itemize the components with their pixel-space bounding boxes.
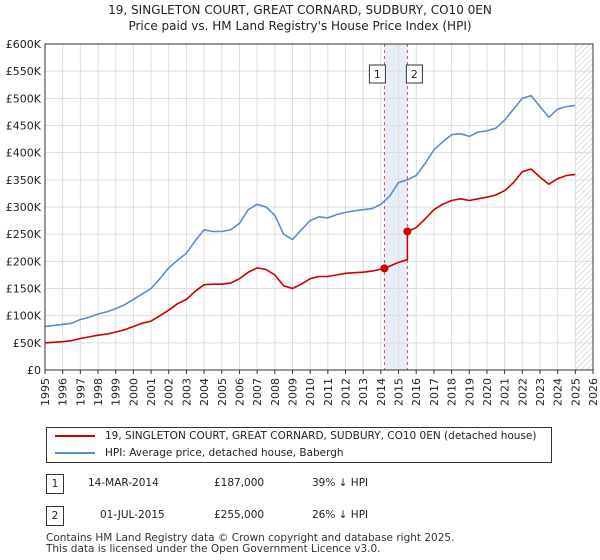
x-tick-label: 2002 (163, 378, 176, 406)
y-tick-label: £400K (6, 147, 42, 160)
transaction-badge: 2 (46, 506, 64, 526)
transaction-date: 01-JUL-2015 (100, 509, 165, 521)
transaction-marker-badge (405, 64, 423, 84)
x-tick-label: 2021 (499, 378, 512, 406)
transaction-date: 14-MAR-2014 (88, 477, 159, 489)
x-tick-label: 2003 (180, 378, 193, 406)
x-tick-label: 2008 (269, 378, 282, 406)
legend-label-hpi: HPI: Average price, detached house, Babe… (105, 447, 344, 459)
y-tick-label: £500K (6, 92, 42, 105)
x-tick-label: 1999 (110, 378, 123, 406)
x-tick-label: 2018 (446, 378, 459, 406)
price-chart: £0 £50K £100K £150K £200K £250K £300K £350K £400… (6, 38, 600, 406)
transaction-price: £255,000 (214, 509, 265, 521)
plot-frame (44, 43, 594, 371)
footer-copyright: Contains HM Land Registry data © Crown c… (46, 532, 455, 544)
x-tick-label: 2001 (145, 378, 158, 406)
x-tick-label: 1996 (57, 378, 70, 406)
legend-item-hpi: HPI: Average price, detached house, Babe… (55, 445, 344, 461)
x-tick-label: 1995 (39, 378, 52, 406)
x-tick-label: 2020 (481, 378, 494, 406)
x-tick-label: 2016 (410, 378, 423, 406)
x-tick-label: 2023 (534, 378, 547, 406)
y-tick-label: £50K (13, 337, 42, 350)
x-tick-label: 2017 (428, 378, 441, 406)
transaction-row: 2 01-JUL-2015 £255,000 26% ↓ HPI (46, 506, 566, 526)
x-tick-label: 2004 (198, 378, 211, 406)
transaction-point (380, 264, 389, 273)
y-tick-label: £450K (6, 120, 42, 133)
hpi-line (44, 94, 576, 328)
x-tick-label: 2015 (393, 378, 406, 406)
x-tick-label: 2000 (127, 378, 140, 406)
chart-title: 19, SINGLETON COURT, GREAT CORNARD, SUDB… (108, 3, 492, 17)
x-tick-label: 2024 (552, 378, 565, 406)
y-tick-label: £550K (6, 65, 42, 78)
transaction-marker-label: 2 (411, 68, 418, 81)
x-tick-label: 2012 (340, 378, 353, 406)
x-tick-label: 2011 (322, 378, 335, 406)
transaction-marker-label: 1 (374, 68, 381, 81)
y-tick-label: £350K (6, 174, 42, 187)
y-tick-label: £150K (6, 283, 42, 296)
footer-licence: This data is licensed under the Open Gov… (46, 543, 381, 555)
x-tick-label: 2022 (516, 378, 529, 406)
x-tick-label: 2014 (375, 378, 388, 406)
transaction-hpi-diff: 39% ↓ HPI (312, 477, 369, 489)
x-tick-label: 2007 (251, 378, 264, 406)
legend: 19, SINGLETON COURT, GREAT CORNARD, SUDB… (46, 427, 552, 463)
property-line (44, 168, 576, 344)
x-tick-label: 2006 (233, 378, 246, 406)
y-tick-label: £600K (6, 38, 42, 51)
transaction-hpi-diff: 26% ↓ HPI (312, 509, 369, 521)
transaction-badge: 1 (46, 474, 64, 494)
x-tick-label: 2005 (216, 378, 229, 406)
x-tick-label: 2019 (463, 378, 476, 406)
y-tick-label: £100K (6, 310, 42, 323)
x-tick-label: 2010 (304, 378, 317, 406)
x-tick-label: 2009 (286, 378, 299, 406)
x-tick-label: 2013 (357, 378, 370, 406)
y-tick-label: £250K (6, 228, 42, 241)
y-tick-label: £300K (6, 201, 42, 214)
x-tick-label: 2026 (587, 378, 600, 406)
y-tick-label: £0 (27, 364, 41, 377)
transaction-row: 1 14-MAR-2014 £187,000 39% ↓ HPI (46, 474, 566, 494)
transaction-price: £187,000 (214, 477, 265, 489)
legend-item-property: 19, SINGLETON COURT, GREAT CORNARD, SUDB… (55, 428, 536, 444)
legend-swatch-property (55, 435, 95, 437)
transaction-point (403, 227, 412, 236)
x-tick-label: 2025 (569, 378, 582, 406)
y-tick-label: £200K (6, 255, 42, 268)
chart-subtitle: Price paid vs. HM Land Registry's House … (128, 19, 472, 33)
transaction-marker-badge (368, 64, 386, 84)
legend-label-property: 19, SINGLETON COURT, GREAT CORNARD, SUDB… (105, 430, 537, 442)
x-tick-label: 1998 (92, 378, 105, 406)
x-tick-label: 1997 (74, 378, 87, 406)
legend-swatch-hpi (55, 452, 95, 454)
